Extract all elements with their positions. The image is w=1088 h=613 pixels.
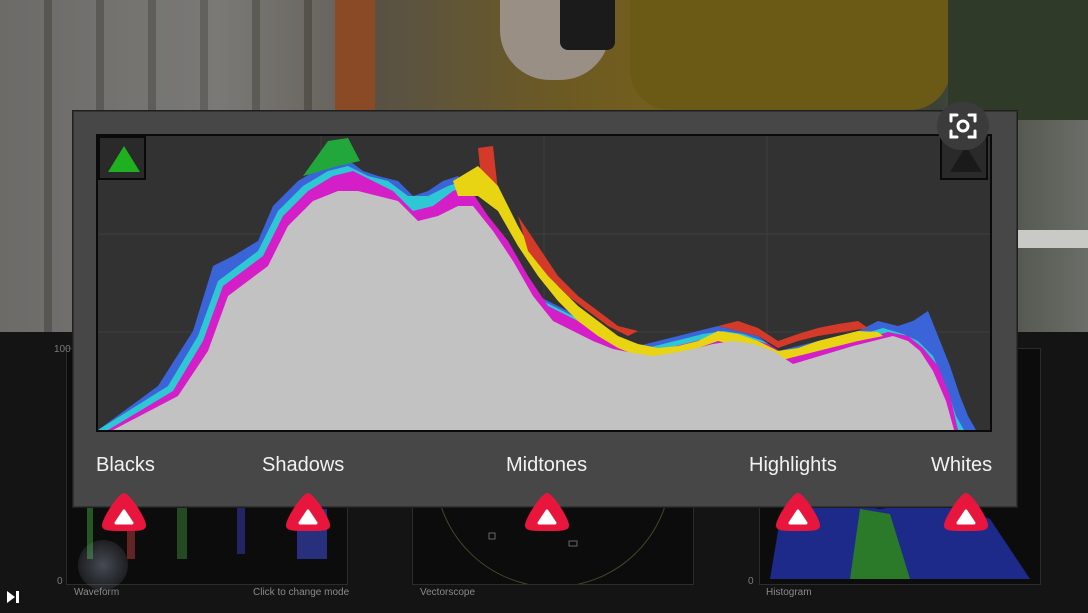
marker-whites-icon[interactable]: [942, 491, 990, 533]
zone-label-midtones: Midtones: [506, 454, 588, 476]
marker-highlights-icon[interactable]: [774, 491, 822, 533]
triangle-up-icon: [950, 146, 982, 172]
histogram-plot[interactable]: [96, 134, 992, 432]
waveform-axis-top: 100: [54, 344, 71, 355]
zone-label-whites: Whites: [931, 454, 993, 476]
photo-rail: [1016, 230, 1088, 248]
zone-label-blacks: Blacks: [96, 454, 155, 476]
histogram-axis-bottom: 0: [748, 576, 754, 587]
zone-label-highlights: Highlights: [749, 454, 837, 476]
play-icon[interactable]: [6, 590, 20, 604]
vectorscope-label: Vectorscope: [420, 587, 476, 598]
mouse-cursor: [78, 540, 128, 590]
triangle-up-icon: [108, 146, 140, 172]
photo-trees: [948, 0, 1088, 120]
zone-label-shadows: Shadows: [262, 454, 345, 476]
focus-view-button[interactable]: [937, 102, 989, 150]
marker-blacks-icon[interactable]: [100, 491, 148, 533]
photo-phone: [560, 0, 615, 50]
shadow-clipping-indicator[interactable]: [98, 136, 146, 180]
photo-pole: [335, 0, 375, 110]
focus-frame-icon: [949, 113, 977, 139]
waveform-mode-hint[interactable]: Click to change mode: [253, 587, 350, 598]
marker-midtones-icon[interactable]: [523, 491, 571, 533]
histogram-scope-label: Histogram: [766, 587, 812, 598]
waveform-label: Waveform: [74, 587, 120, 598]
marker-shadows-icon[interactable]: [284, 491, 332, 533]
histogram-graph: [98, 136, 990, 430]
waveform-axis-bottom: 0: [57, 576, 63, 587]
photo-shirt: [630, 0, 950, 110]
